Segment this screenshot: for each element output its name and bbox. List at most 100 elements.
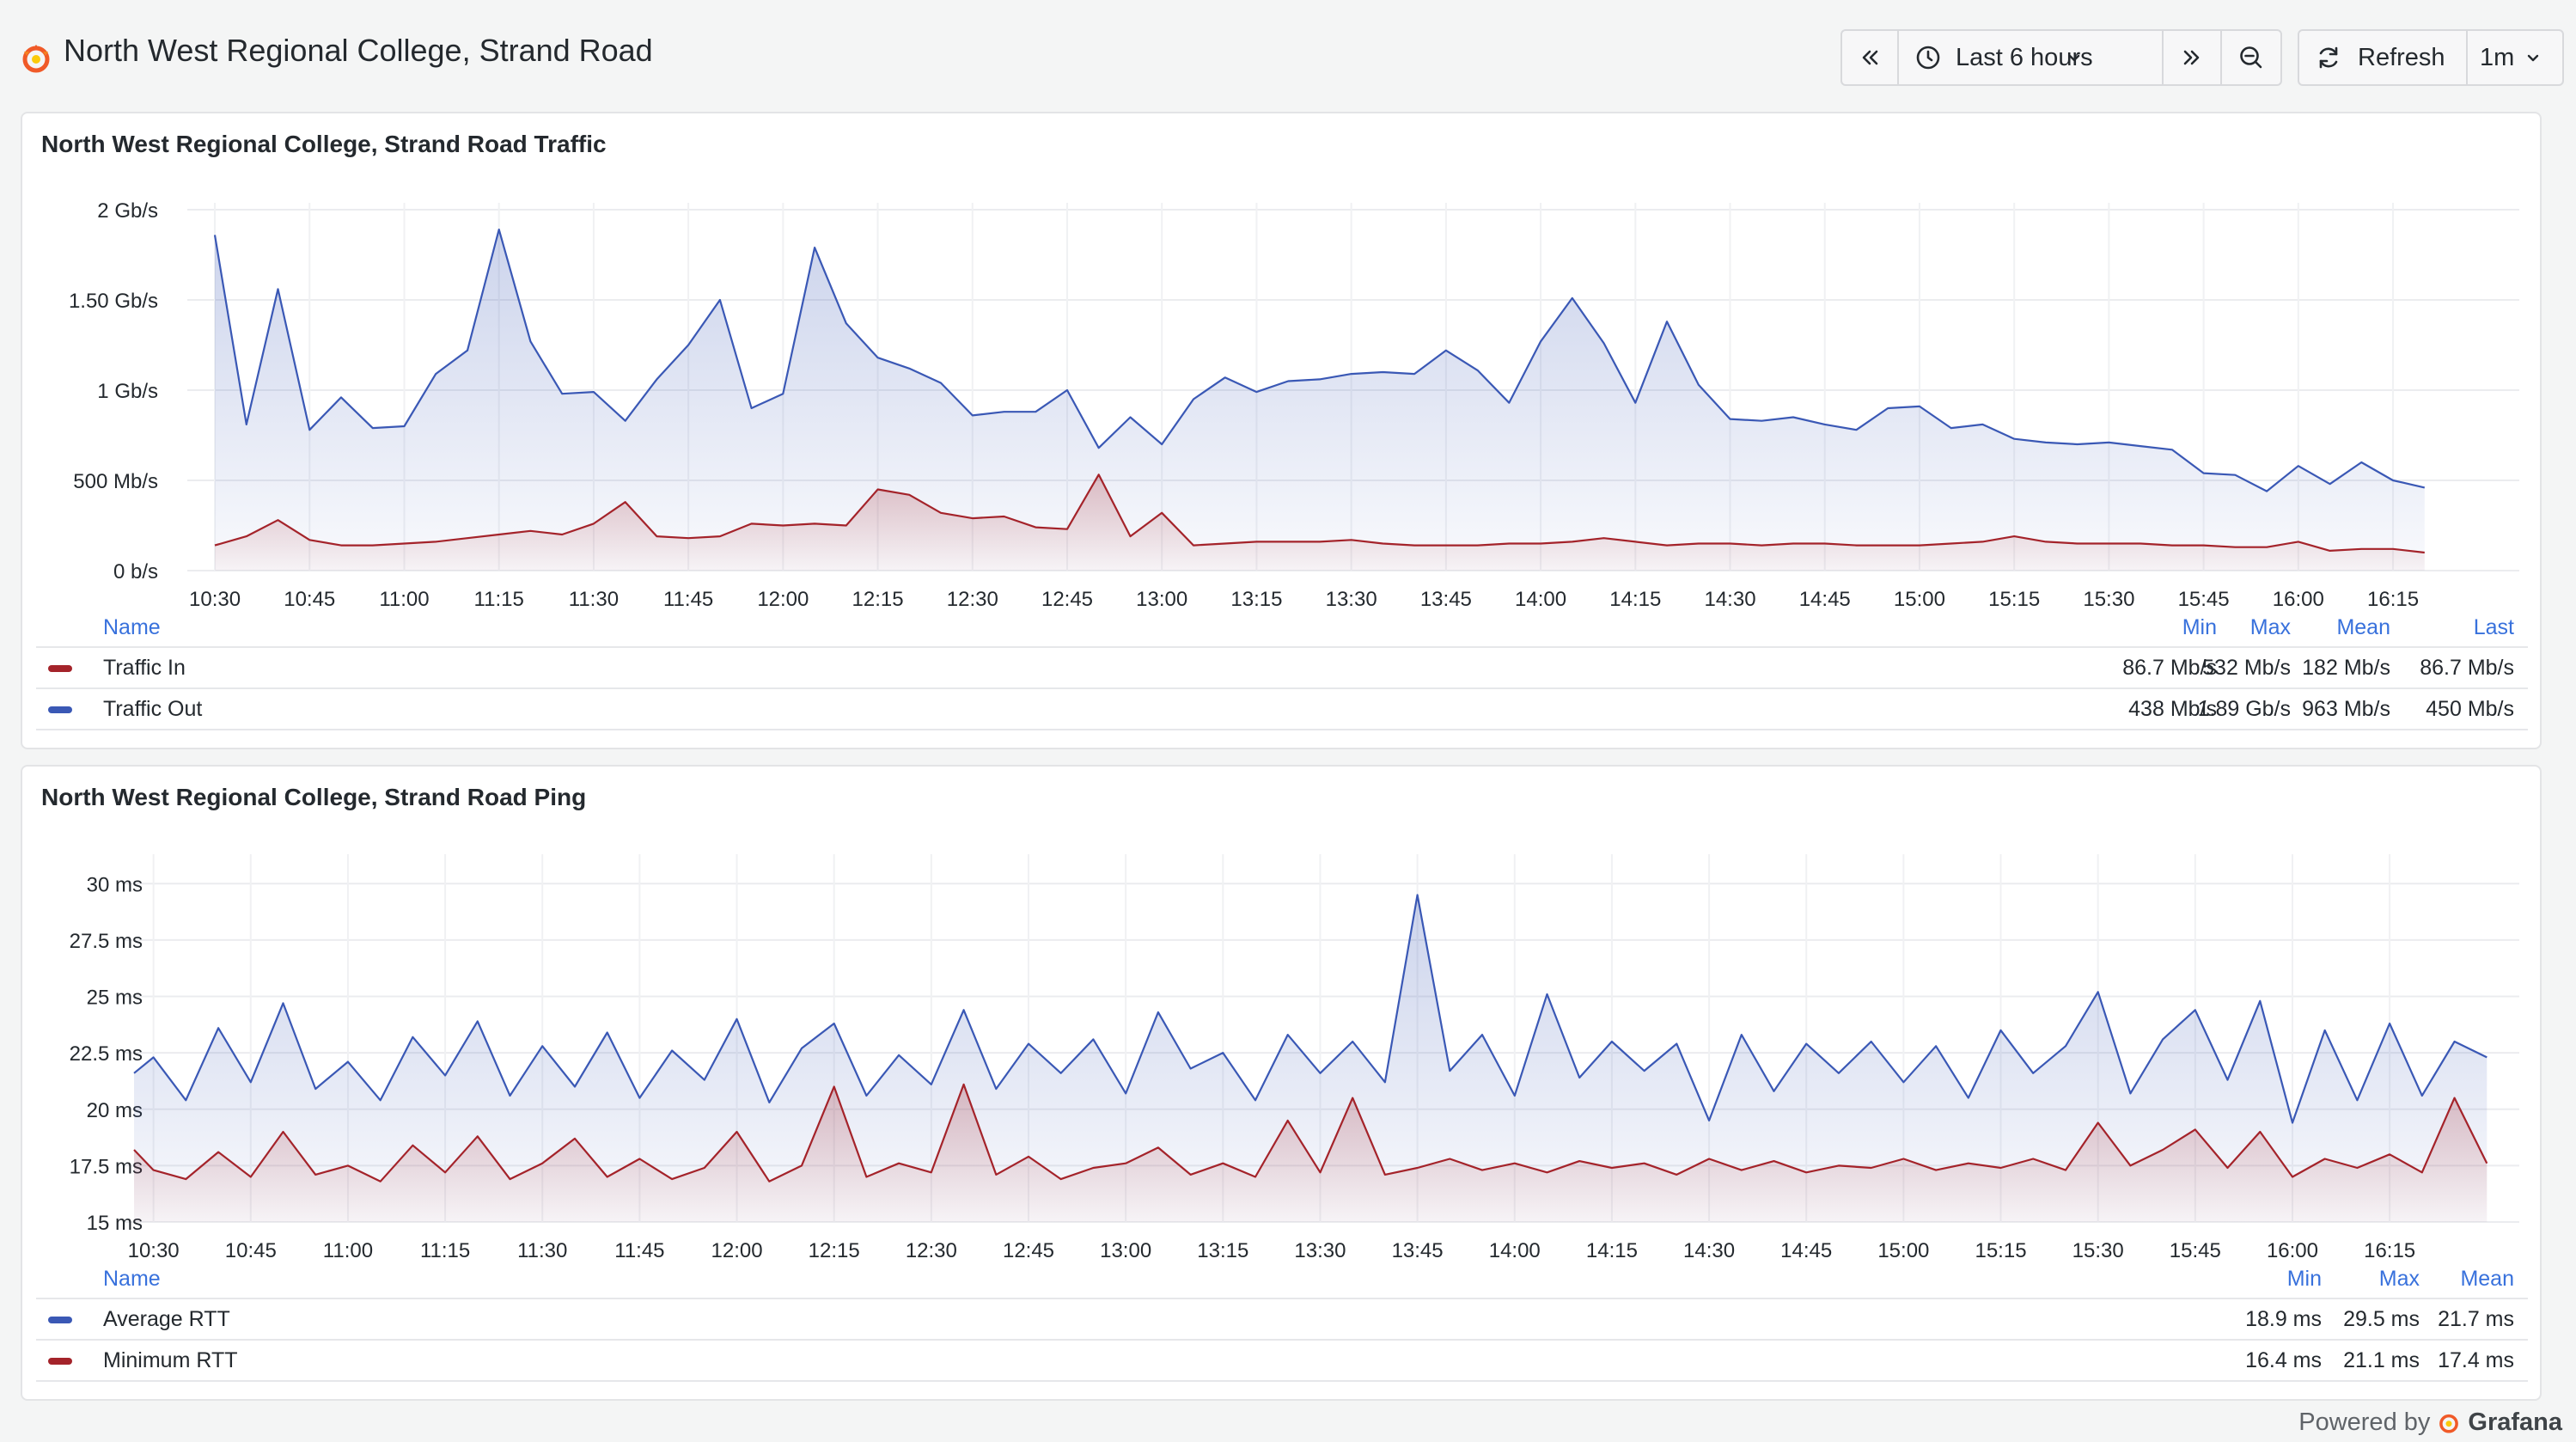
- x-tick-label: 13:45: [1392, 1239, 1444, 1262]
- x-tick-label: 10:45: [225, 1239, 277, 1262]
- y-tick-label: 25 ms: [87, 987, 143, 1010]
- legend-header: Name Min Max Mean Last: [36, 612, 2528, 648]
- y-tick-label: 30 ms: [87, 873, 143, 896]
- zoom-out-button[interactable]: [2222, 31, 2280, 84]
- x-tick-label: 13:00: [1100, 1239, 1151, 1262]
- legend-mean-value: 21.7 ms: [2438, 1307, 2514, 1331]
- time-range-picker[interactable]: Last 6 hours: [1899, 31, 2164, 84]
- y-tick-label: 27.5 ms: [70, 930, 143, 953]
- legend-min-value: 438 Mb/s: [2128, 697, 2217, 721]
- legend-series-name[interactable]: Traffic In: [103, 656, 186, 680]
- legend-header-last[interactable]: Last: [2473, 615, 2514, 639]
- x-tick-label: 11:45: [614, 1239, 664, 1262]
- legend-series-name[interactable]: Average RTT: [103, 1307, 230, 1331]
- legend-row[interactable]: Traffic Out 438 Mb/s 1.89 Gb/s 963 Mb/s …: [36, 689, 2528, 730]
- legend-header-mean[interactable]: Mean: [2460, 1267, 2514, 1291]
- grafana-logo-icon[interactable]: [19, 41, 53, 76]
- x-tick-label: 16:00: [2267, 1239, 2318, 1262]
- y-tick-label: 20 ms: [87, 1099, 143, 1122]
- minimum-rtt-area: [134, 1084, 2487, 1222]
- traffic-panel: North West Regional College, Strand Road…: [21, 112, 2542, 749]
- legend-header-max[interactable]: Max: [2249, 615, 2291, 639]
- legend-row[interactable]: Average RTT 18.9 ms 29.5 ms 21.7 ms: [36, 1299, 2528, 1341]
- legend-header-min[interactable]: Min: [2286, 1267, 2322, 1291]
- legend-mean-value: 963 Mb/s: [2302, 697, 2390, 721]
- legend-max-value: 29.5 ms: [2343, 1307, 2420, 1331]
- x-tick-label: 11:00: [323, 1239, 373, 1262]
- series-color-swatch[interactable]: [48, 706, 72, 713]
- footer: Powered by Grafana: [2298, 1408, 2562, 1437]
- legend-last-value: 450 Mb/s: [2426, 697, 2514, 721]
- series-color-swatch[interactable]: [48, 1358, 72, 1365]
- grafana-logo-icon[interactable]: [2437, 1411, 2461, 1435]
- y-tick-label: 0 b/s: [113, 560, 158, 584]
- traffic-in-area: [215, 474, 2425, 571]
- x-tick-label: 14:00: [1515, 588, 1566, 611]
- x-tick-label: 11:30: [517, 1239, 567, 1262]
- x-tick-label: 11:15: [474, 588, 524, 611]
- refresh-interval-picker[interactable]: 1m: [2468, 31, 2562, 84]
- legend-min-value: 16.4 ms: [2245, 1348, 2322, 1372]
- legend-max-value: 1.89 Gb/s: [2197, 697, 2291, 721]
- legend-min-value: 86.7 Mb/s: [2122, 656, 2217, 680]
- legend-series-name[interactable]: Minimum RTT: [103, 1348, 238, 1372]
- y-tick-label: 17.5 ms: [70, 1155, 143, 1178]
- traffic-legend: Name Min Max Mean Last Traffic In 86.7 M…: [36, 612, 2528, 730]
- legend-header-mean[interactable]: Mean: [2336, 615, 2390, 639]
- legend-header-max[interactable]: Max: [2378, 1267, 2420, 1291]
- series-color-swatch[interactable]: [48, 1317, 72, 1323]
- legend-header-name[interactable]: Name: [103, 615, 161, 639]
- x-tick-label: 14:15: [1609, 588, 1661, 611]
- x-tick-label: 11:15: [420, 1239, 470, 1262]
- y-tick-label: 15 ms: [87, 1212, 143, 1235]
- x-tick-label: 12:00: [757, 588, 809, 611]
- refresh-icon: [2319, 46, 2338, 69]
- time-picker-group: Last 6 hours: [1840, 29, 2282, 86]
- series-color-swatch[interactable]: [48, 665, 72, 672]
- y-tick-label: 2 Gb/s: [97, 199, 158, 223]
- legend-row[interactable]: Minimum RTT 16.4 ms 21.1 ms 17.4 ms: [36, 1341, 2528, 1382]
- x-tick-label: 12:30: [906, 1239, 957, 1262]
- x-tick-label: 16:15: [2364, 1239, 2415, 1262]
- x-tick-label: 12:45: [1041, 588, 1093, 611]
- chevron-down-icon: [2528, 54, 2539, 62]
- legend-min-value: 18.9 ms: [2245, 1307, 2322, 1331]
- x-tick-label: 12:15: [809, 1239, 860, 1262]
- x-tick-label: 11:00: [379, 588, 429, 611]
- legend-series-name[interactable]: Traffic Out: [103, 697, 203, 721]
- x-tick-label: 15:45: [2170, 1239, 2221, 1262]
- x-tick-label: 14:30: [1683, 1239, 1735, 1262]
- legend-max-value: 21.1 ms: [2343, 1348, 2420, 1372]
- x-tick-label: 14:45: [1799, 588, 1851, 611]
- x-tick-label: 13:30: [1326, 588, 1377, 611]
- x-tick-label: 10:30: [189, 588, 241, 611]
- refresh-group: Refresh 1m: [2298, 29, 2564, 86]
- time-back-button[interactable]: [1842, 31, 1899, 84]
- traffic-out-area: [215, 229, 2425, 571]
- x-tick-label: 14:45: [1780, 1239, 1832, 1262]
- time-forward-button[interactable]: [2164, 31, 2222, 84]
- traffic-chart[interactable]: 0 b/s 500 Mb/s 1 Gb/s 1.50 Gb/s 2 Gb/s 10:30 1…: [22, 113, 2540, 619]
- legend-header-min[interactable]: Min: [2182, 615, 2217, 639]
- y-tick-label: 1.50 Gb/s: [69, 290, 158, 313]
- x-tick-label: 15:15: [1975, 1239, 2026, 1262]
- x-tick-label: 13:30: [1294, 1239, 1346, 1262]
- legend-header-name[interactable]: Name: [103, 1267, 161, 1291]
- refresh-button[interactable]: Refresh: [2299, 31, 2468, 84]
- x-tick-label: 13:45: [1420, 588, 1472, 611]
- zoom-out-icon: [2240, 46, 2262, 69]
- ping-chart[interactable]: 15 ms 17.5 ms 20 ms 22.5 ms 25 ms 27.5 ms 30 m…: [22, 767, 2540, 1270]
- chevron-down-icon: [2068, 54, 2080, 62]
- traffic-in-line: [214, 474, 2425, 554]
- x-tick-label: 12:30: [947, 588, 998, 611]
- x-tick-label: 12:15: [852, 588, 904, 611]
- x-tick-label: 11:45: [663, 588, 713, 611]
- panel-title[interactable]: North West Regional College, Strand Road…: [41, 131, 607, 157]
- x-tick-label: 15:30: [2083, 588, 2134, 611]
- grafana-brand[interactable]: Grafana: [2468, 1408, 2562, 1436]
- x-tick-label: 12:45: [1003, 1239, 1054, 1262]
- panel-title[interactable]: North West Regional College, Strand Road…: [41, 784, 587, 810]
- legend-last-value: 86.7 Mb/s: [2420, 656, 2514, 680]
- x-tick-label: 14:15: [1586, 1239, 1638, 1262]
- legend-row[interactable]: Traffic In 86.7 Mb/s 532 Mb/s 182 Mb/s 8…: [36, 648, 2528, 689]
